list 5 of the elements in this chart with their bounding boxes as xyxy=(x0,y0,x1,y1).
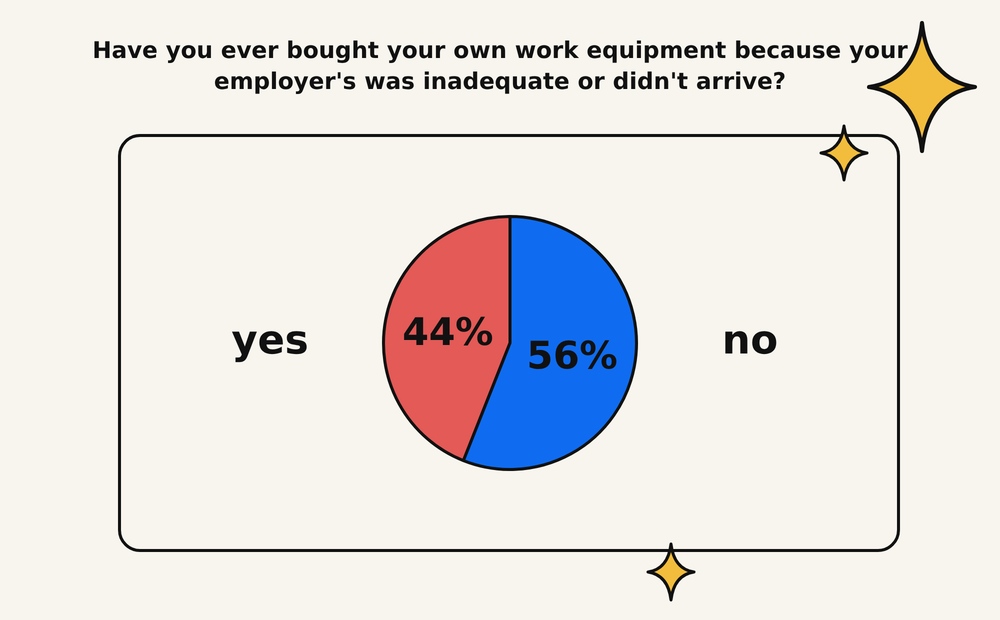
data-label: 44% xyxy=(402,310,494,354)
slice-label: no xyxy=(722,317,778,364)
data-label: 56% xyxy=(526,334,618,378)
slice-label: yes xyxy=(231,317,309,364)
chart-title: Have you ever bought your own work equipment because your employer's was inadequate or didn't arrive? xyxy=(91,37,909,97)
